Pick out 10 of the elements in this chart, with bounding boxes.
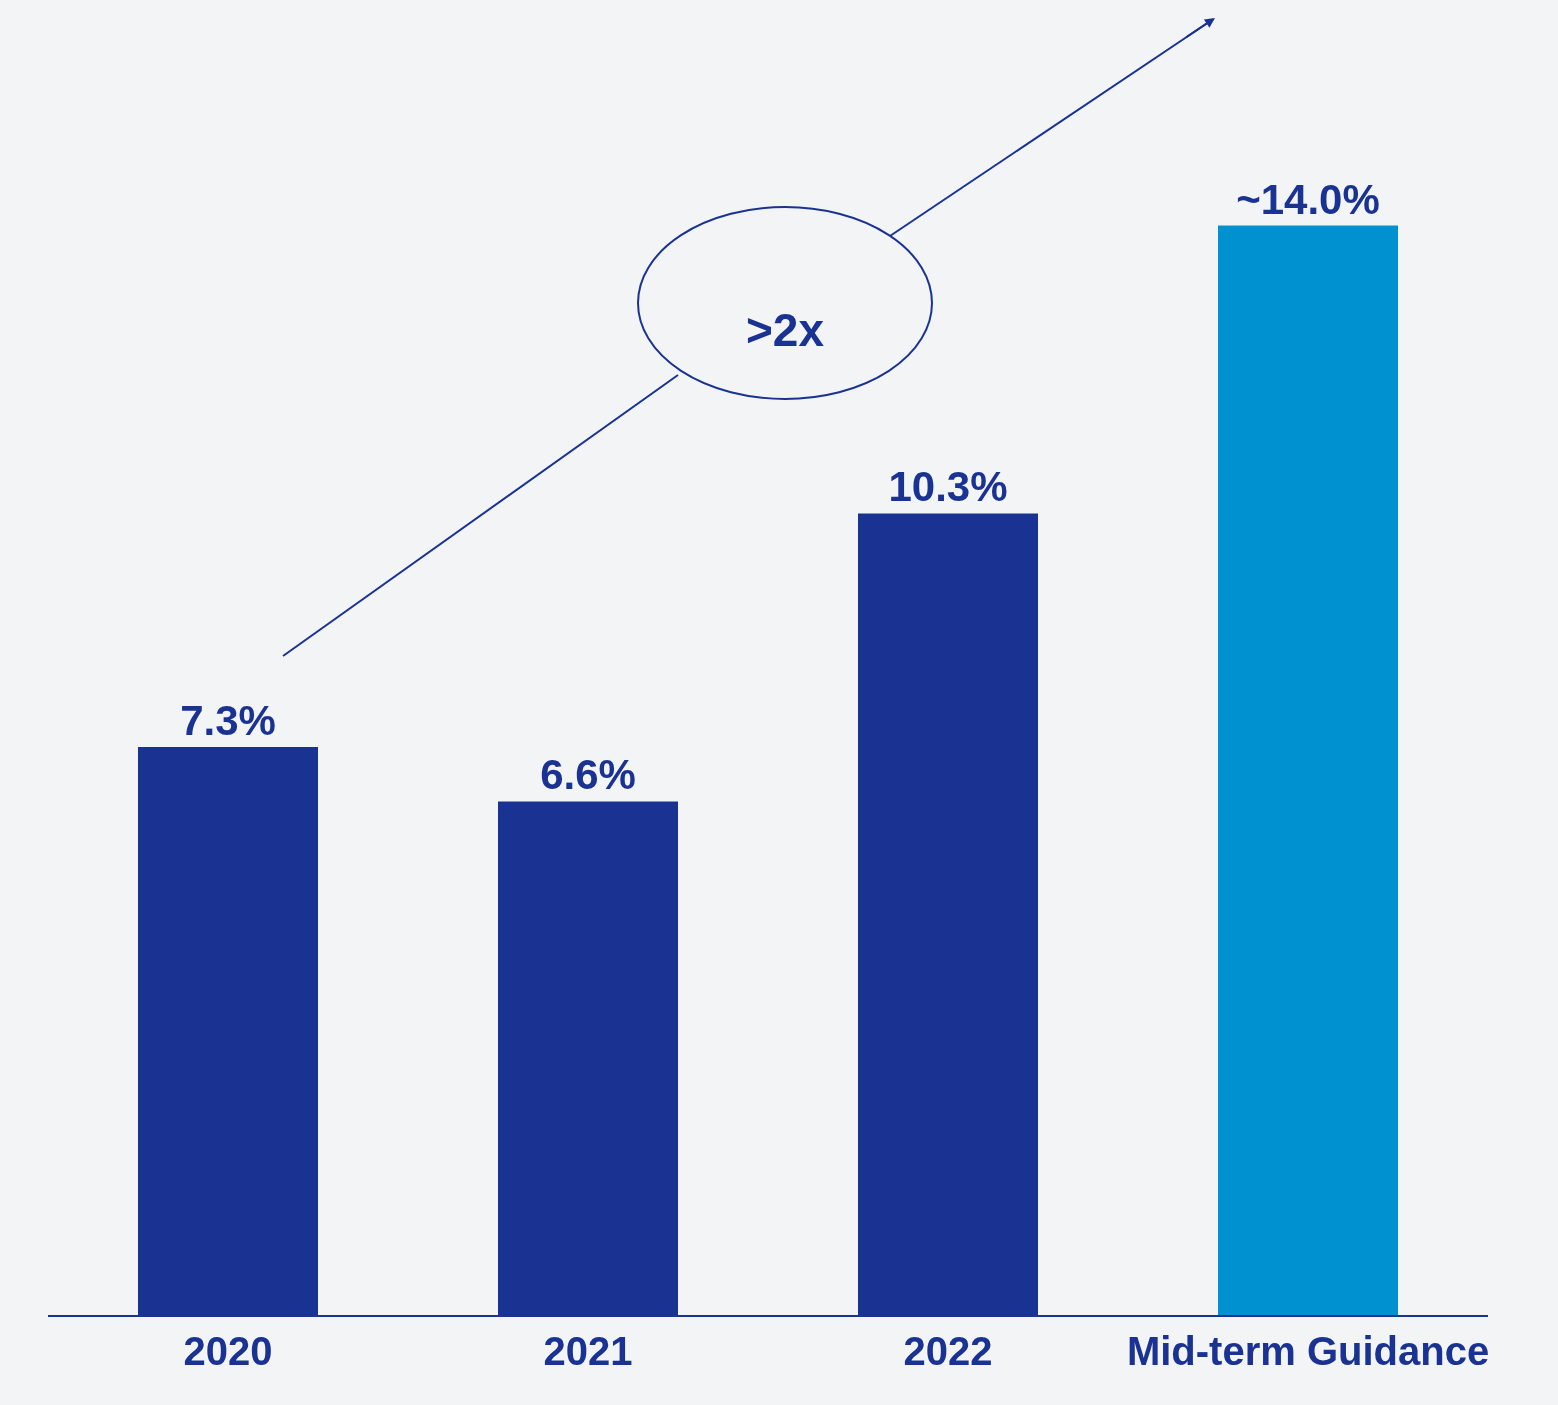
data-label: ~14.0% [1236,175,1380,223]
annotation: >2x [746,304,825,356]
bar [1218,225,1398,1315]
data-label: 7.3% [180,696,276,744]
x-tick-label: 2020 [183,1329,273,1373]
data-label: 6.6% [540,751,636,799]
x-tick-label: 2021 [543,1329,633,1373]
data-label: 10.3% [888,463,1008,511]
x-tick-label: 2022 [903,1329,993,1373]
x-tick-label: Mid-term Guidance [1126,1329,1490,1373]
